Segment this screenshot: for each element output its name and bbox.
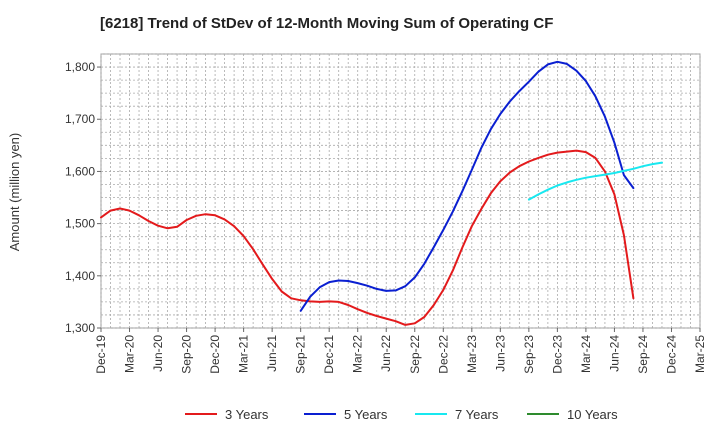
series-lines [100,60,663,326]
x-tick-label: Jun-23 [493,335,507,372]
x-tick-label: Dec-22 [436,335,450,374]
legend-label-3-years: 3 Years [225,407,269,422]
x-tick-label: Jun-24 [607,335,621,372]
y-tick-label: 1,400 [65,269,95,283]
legend-label-5-years: 5 Years [344,407,388,422]
x-tick-label: Mar-20 [123,335,137,373]
x-tick-label: Sep-21 [294,335,308,374]
y-axis-label: Amount (million yen) [7,133,22,252]
x-tick-label: Mar-23 [465,335,479,373]
x-tick-label: Mar-22 [351,335,365,373]
x-tick-label: Jun-20 [151,335,165,372]
x-tick-label: Dec-21 [322,335,336,374]
x-tick-label: Sep-20 [180,335,194,374]
y-axis-ticks: 1,300 1,400 1,500 1,600 1,700 1,800 [65,60,101,335]
x-tick-label: Sep-24 [636,335,650,374]
x-tick-label: Sep-23 [522,335,536,374]
y-tick-label: 1,300 [65,321,95,335]
series-line-7-years [527,161,663,201]
legend: 3 Years 5 Years 7 Years 10 Years [185,407,618,422]
legend-label-10-years: 10 Years [567,407,618,422]
x-tick-label: Sep-22 [408,335,422,374]
x-axis-ticks: Dec-19 Mar-20 Jun-20 Sep-20 Dec-20 Mar-21 Jun-… [94,328,707,374]
x-tick-label: Dec-23 [550,335,564,374]
x-tick-label: Jun-21 [265,335,279,372]
y-tick-label: 1,500 [65,217,95,231]
y-tick-label: 1,600 [65,164,95,178]
y-tick-label: 1,800 [65,60,95,74]
chart-title: [6218] Trend of StDev of 12-Month Moving… [100,15,553,32]
y-tick-label: 1,700 [65,112,95,126]
grid-lines [100,53,701,329]
x-tick-label: Mar-24 [579,335,593,373]
legend-label-7-years: 7 Years [455,407,499,422]
x-tick-label: Mar-21 [237,335,251,373]
x-tick-label: Jun-22 [379,335,393,372]
x-tick-label: Mar-25 [693,335,707,373]
series-line-3-years [100,149,635,326]
series-line-5-years [299,60,635,312]
x-tick-label: Dec-24 [664,335,678,374]
x-tick-label: Dec-20 [208,335,222,374]
x-tick-label: Dec-19 [94,335,108,374]
plot-area [100,53,701,329]
